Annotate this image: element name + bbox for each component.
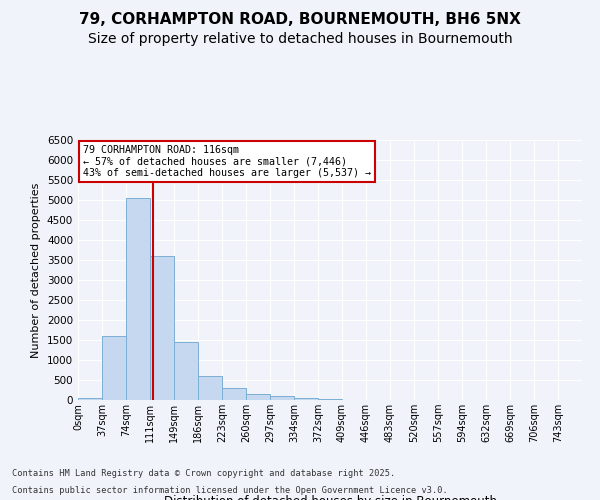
Text: 79 CORHAMPTON ROAD: 116sqm
← 57% of detached houses are smaller (7,446)
43% of s: 79 CORHAMPTON ROAD: 116sqm ← 57% of deta… <box>83 145 371 178</box>
X-axis label: Distribution of detached houses by size in Bournemouth: Distribution of detached houses by size … <box>163 495 497 500</box>
Text: Contains public sector information licensed under the Open Government Licence v3: Contains public sector information licen… <box>12 486 448 495</box>
Text: Contains HM Land Registry data © Crown copyright and database right 2025.: Contains HM Land Registry data © Crown c… <box>12 468 395 477</box>
Bar <box>150 256 173 400</box>
Bar <box>318 399 341 400</box>
Bar <box>198 376 221 400</box>
Text: Size of property relative to detached houses in Bournemouth: Size of property relative to detached ho… <box>88 32 512 46</box>
Bar <box>294 398 317 400</box>
Bar <box>222 388 245 400</box>
Bar <box>126 198 149 400</box>
Bar <box>246 394 269 400</box>
Text: 79, CORHAMPTON ROAD, BOURNEMOUTH, BH6 5NX: 79, CORHAMPTON ROAD, BOURNEMOUTH, BH6 5N… <box>79 12 521 28</box>
Y-axis label: Number of detached properties: Number of detached properties <box>31 182 41 358</box>
Bar <box>78 398 101 400</box>
Bar <box>102 336 125 400</box>
Bar <box>270 396 293 400</box>
Bar <box>174 342 197 400</box>
